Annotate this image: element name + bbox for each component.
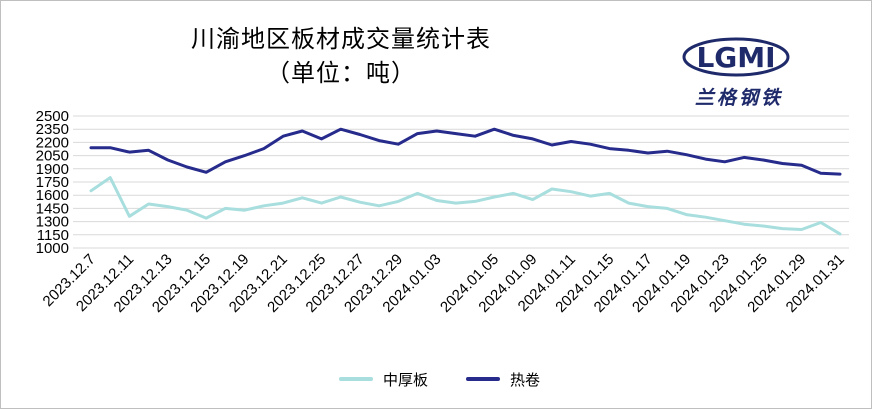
legend-swatch-rejuan	[466, 377, 500, 381]
chart-title: 川渝地区板材成交量统计表	[191, 25, 491, 53]
y-tick-label: 2050	[36, 148, 69, 165]
logo-lettering: LGMI	[696, 41, 775, 74]
y-tick-label: 2350	[36, 121, 69, 138]
y-tick-label: 1750	[36, 174, 69, 191]
legend-item-zhonghouban: 中厚板	[339, 369, 428, 389]
y-tick-label: 1150	[37, 227, 69, 244]
y-tick-label: 1450	[36, 200, 69, 217]
legend-swatch-zhonghouban	[339, 377, 373, 381]
logo-ring	[682, 37, 790, 77]
y-tick-label: 1900	[36, 161, 69, 178]
chart-legend: 中厚板 热卷	[1, 369, 872, 389]
y-tick-label: 1600	[36, 187, 69, 204]
y-tick-label: 1000	[36, 240, 69, 257]
chart-subtitle: （单位：吨）	[266, 59, 416, 87]
logo-caption: 兰格钢铁	[694, 87, 783, 109]
lgmi-logo: LGMI	[682, 37, 790, 77]
series-line-rejuan	[89, 127, 842, 176]
legend-label-zhonghouban: 中厚板	[383, 370, 429, 389]
y-tick-label: 1300	[36, 214, 69, 231]
legend-item-rejuan: 热卷	[466, 369, 540, 389]
series-line-zhonghouban	[89, 176, 842, 236]
y-tick-label: 2200	[36, 134, 69, 151]
y-tick-label: 2500	[36, 108, 69, 125]
legend-label-rejuan: 热卷	[510, 370, 541, 389]
